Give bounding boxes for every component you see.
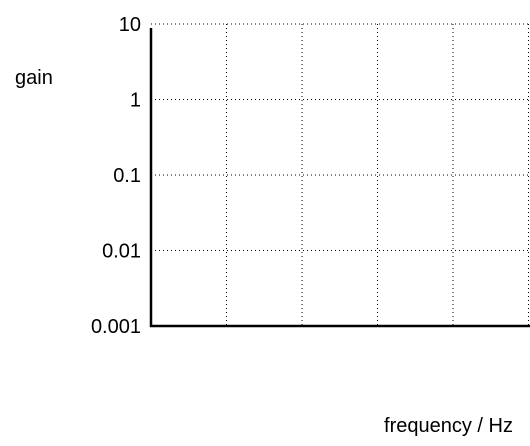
y-tick-label: 10 bbox=[119, 14, 141, 36]
y-tick-label: 0.001 bbox=[91, 316, 141, 338]
y-tick-label: 0.01 bbox=[102, 241, 141, 263]
y-tick-labels: 10 1 0.1 0.01 0.001 bbox=[91, 14, 141, 338]
grid-lines bbox=[151, 23, 530, 326]
y-tick-label: 1 bbox=[130, 90, 141, 112]
y-tick-label: 0.1 bbox=[113, 165, 141, 187]
x-axis-label: frequency / Hz bbox=[384, 415, 513, 437]
y-axis-label: gain bbox=[15, 67, 53, 89]
